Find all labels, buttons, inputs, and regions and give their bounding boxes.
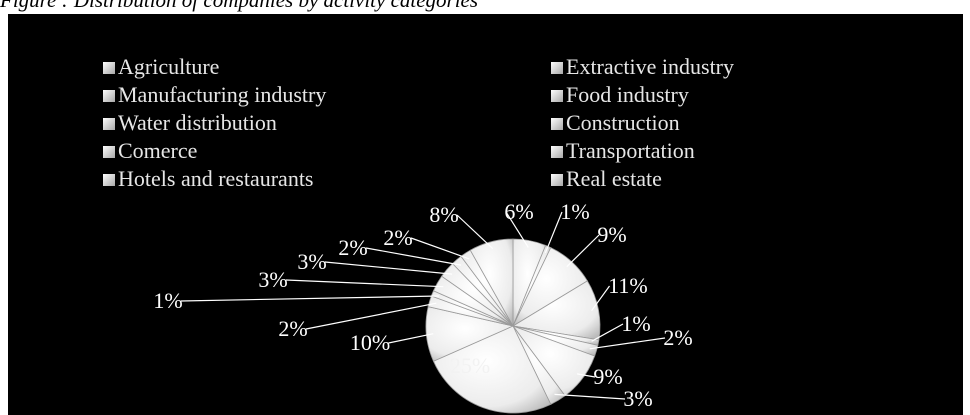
data-label: 2% [338, 235, 367, 260]
pie-labels: 6% 1%9%11%1%2%9%3%25%10%2%1%3%3%2% 2%8% [153, 199, 692, 411]
data-label: 3% [297, 249, 326, 274]
legend-item-agriculture: Agriculture [118, 54, 219, 79]
legend-item-food-industry: Food industry [566, 82, 689, 107]
data-label: 9% [597, 222, 626, 247]
leader-line [591, 285, 610, 312]
leader-line [566, 234, 600, 268]
data-label: 2% [663, 325, 692, 350]
data-label: 1% [621, 311, 650, 336]
legend-swatch [103, 90, 115, 102]
data-label: 3% [623, 386, 652, 411]
legend-swatch [551, 146, 563, 158]
data-label: 3% [258, 267, 287, 292]
legend-item-construction: Construction [566, 110, 680, 135]
leader-line [324, 261, 453, 275]
leader-line [180, 295, 439, 302]
legend-swatch [551, 174, 563, 186]
legend-item-manufacturing-industry: Manufacturing industry [118, 82, 326, 107]
legend-swatch [103, 146, 115, 158]
leader-line [554, 393, 626, 400]
leader-line [456, 214, 494, 250]
pie-slices [425, 238, 601, 414]
legend-swatch [103, 118, 115, 130]
leader-line [285, 279, 444, 288]
data-label: 1% [153, 288, 182, 313]
leader-line [410, 237, 470, 260]
legend-swatch [103, 174, 115, 186]
leader-line [576, 373, 596, 378]
legend-item-hotels-and-restaurants: Hotels and restaurants [118, 166, 314, 191]
leader-line [305, 302, 437, 330]
data-label: 2% [383, 225, 412, 250]
legend-swatch [551, 118, 563, 130]
leader-line [589, 337, 666, 350]
leader-line [365, 247, 462, 266]
legend-swatch [551, 62, 563, 74]
pie-slice-9 [432, 325, 552, 414]
leader-line [591, 323, 624, 342]
pie-chart: Agriculture Extractive industry Manufactur… [103, 54, 734, 414]
leader-lines [180, 211, 666, 400]
data-label: 1% [560, 199, 589, 224]
data-label: 6% [504, 199, 533, 224]
pie-slice-17 [469, 238, 514, 328]
leader-line [505, 211, 529, 248]
leader-line [544, 211, 563, 254]
data-label: 10% [350, 330, 390, 355]
legend-item-water-distribution: Water distribution [118, 110, 277, 135]
leader-line [388, 333, 434, 344]
legend-item-transportation: Transportation [566, 138, 695, 163]
data-label: 2% [278, 316, 307, 341]
chart-panel: Agriculture Extractive industry Manufactur… [8, 14, 963, 415]
legend-item-extractive-industry: Extractive industry [566, 54, 734, 79]
figure-caption: Figure : Distribution of companies by ac… [0, 0, 479, 12]
data-label: 8% [429, 202, 458, 227]
chart-legend: Agriculture Extractive industry Manufactur… [103, 54, 734, 191]
legend-swatch [551, 90, 563, 102]
data-label: 11% [608, 273, 648, 298]
legend-item-comerce: Comerce [118, 138, 197, 163]
data-label: 9% [593, 364, 622, 389]
legend-item-real-estate: Real estate [566, 166, 662, 191]
legend-swatch [103, 62, 115, 74]
data-label: 25% [450, 353, 490, 378]
